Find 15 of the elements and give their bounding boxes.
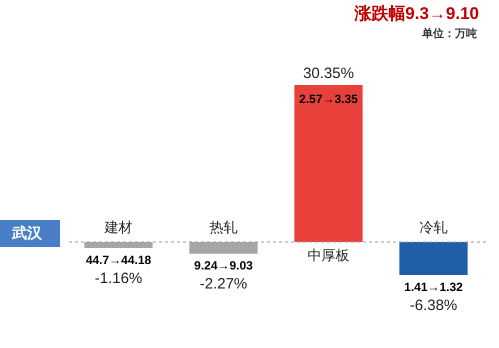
- annotation: 2.57→3.35: [299, 92, 358, 106]
- annotation: 44.7→44.18: [86, 253, 152, 267]
- x-tick-label: 热轧: [210, 218, 238, 235]
- annotation: 1.41→1.32: [404, 280, 464, 294]
- data-label: 30.35%: [303, 65, 354, 82]
- annotation: 9.24→9.03: [194, 258, 254, 273]
- data-label: -6.38%: [410, 297, 458, 314]
- data-label: -2.27%: [200, 276, 248, 293]
- x-tick-label: 中厚板: [308, 246, 350, 263]
- chart-title: 涨跌幅9.3→9.10: [354, 3, 479, 25]
- x-tick-label: 冷轧: [420, 218, 448, 235]
- data-label: -1.16%: [94, 270, 142, 287]
- x-tick-label: 建材: [104, 218, 132, 235]
- chart-subtitle: 单位：万吨: [422, 26, 477, 41]
- text: 武汉: [0, 220, 60, 247]
